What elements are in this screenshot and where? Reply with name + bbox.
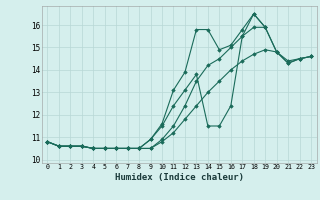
X-axis label: Humidex (Indice chaleur): Humidex (Indice chaleur) bbox=[115, 173, 244, 182]
